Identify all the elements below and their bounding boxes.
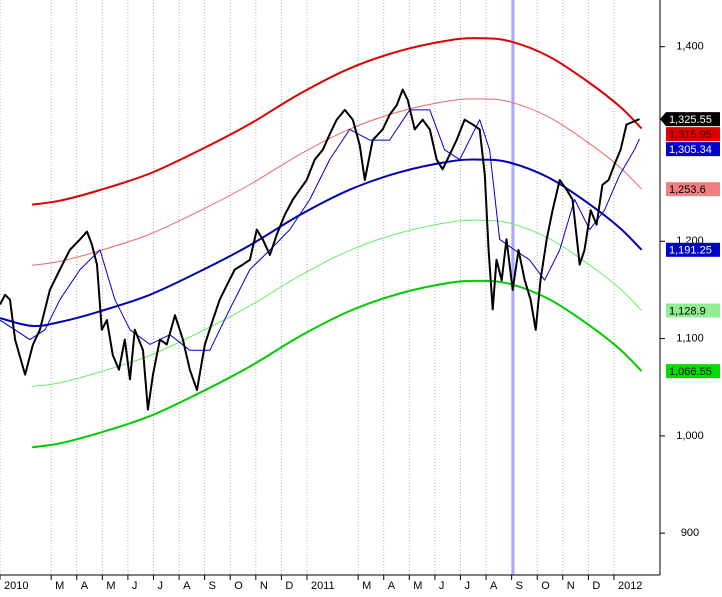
plot-area (0, 37, 643, 449)
x-tick-label: D (285, 580, 293, 592)
price-pointer (660, 112, 666, 127)
x-tick-label: O (234, 580, 243, 592)
x-tick-label: M (55, 580, 64, 592)
x-tick-label: J (464, 580, 470, 592)
y-tick-label: 1,400 (676, 41, 704, 53)
x-tick-label: S (209, 580, 216, 592)
y-tick-label: 900 (681, 527, 699, 539)
x-tick-label: M (362, 580, 371, 592)
value-tag (666, 142, 720, 157)
value-tag-label: 1,191.25 (669, 245, 712, 257)
x-tick-label: A (388, 580, 396, 592)
value-tag-label: 1,253.6 (669, 184, 706, 196)
series-line (0, 158, 643, 328)
x-tick-label: M (106, 580, 115, 592)
y-tick-label: 1,000 (676, 430, 704, 442)
x-tick-label: J (439, 580, 445, 592)
x-tick-label: M (413, 580, 422, 592)
x-tick-label: A (490, 580, 498, 592)
series-line (31, 279, 643, 449)
x-tick-label: J (132, 580, 138, 592)
x-tick-label: D (592, 580, 600, 592)
series-line (0, 109, 640, 351)
value-tag-label: 1,305.34 (669, 144, 712, 156)
x-tick-label: 2011 (311, 580, 335, 592)
x-tick-label: N (260, 580, 268, 592)
series-line (31, 98, 642, 266)
value-tag-label: 1,066.55 (669, 366, 712, 378)
series-line (31, 219, 642, 388)
y-tick-label: 1,100 (676, 332, 704, 344)
x-tick-label: N (567, 580, 575, 592)
value-tag (666, 112, 720, 127)
x-tick-label: J (157, 580, 163, 592)
x-tick-label: 2012 (618, 580, 642, 592)
value-tag (666, 182, 720, 197)
x-tick-label: 2010 (4, 580, 28, 592)
series-line (0, 88, 640, 411)
value-tag-label: 1,325.55 (669, 114, 712, 126)
x-tick-label: S (516, 580, 523, 592)
value-tag (666, 127, 720, 142)
value-tag (666, 364, 720, 379)
x-tick-label: A (183, 580, 191, 592)
x-tick-label: A (81, 580, 89, 592)
value-tag-label: 1,128.9 (669, 305, 706, 317)
value-tag (666, 242, 720, 257)
x-tick-label: O (541, 580, 550, 592)
series-line (31, 37, 643, 206)
value-tag-label: 1,315.95 (669, 129, 712, 141)
value-tag (666, 303, 720, 318)
